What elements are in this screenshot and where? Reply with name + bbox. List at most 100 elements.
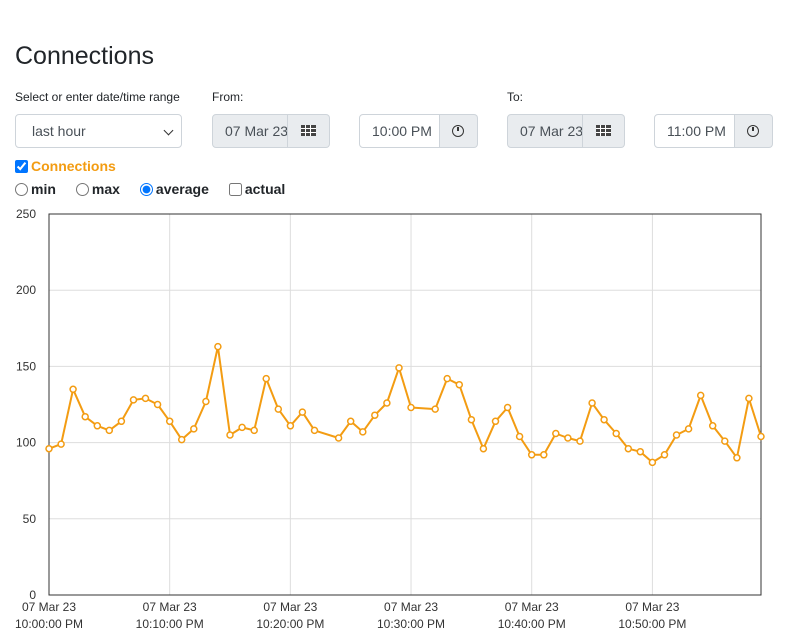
data-point <box>624 444 633 453</box>
connections-label: Connections <box>31 158 116 174</box>
from-time-group: 10:00 PM <box>359 114 478 148</box>
x-tick-label-date: 07 Mar 23 <box>22 600 76 614</box>
range-label: Select or enter date/time range <box>15 90 180 104</box>
from-date-group: 07 Mar 23 <box>212 114 330 148</box>
x-tick-label-date: 07 Mar 23 <box>505 600 559 614</box>
data-point <box>696 391 705 400</box>
data-point <box>467 415 476 424</box>
data-point <box>479 444 488 453</box>
data-point <box>407 403 415 412</box>
data-point <box>105 426 114 435</box>
y-tick-label: 100 <box>16 436 36 450</box>
data-point <box>346 417 355 426</box>
to-time-picker-button[interactable] <box>735 114 773 148</box>
to-time-input[interactable]: 11:00 PM <box>654 114 735 148</box>
to-date-input[interactable]: 07 Mar 23 <box>507 114 583 148</box>
from-time-input[interactable]: 10:00 PM <box>359 114 440 148</box>
data-point <box>334 434 343 442</box>
option-average[interactable]: average <box>139 181 209 197</box>
data-point <box>684 425 693 433</box>
from-label: From: <box>212 90 244 104</box>
x-tick-label-date: 07 Mar 23 <box>625 600 679 614</box>
data-point <box>552 429 560 438</box>
data-point <box>214 342 222 351</box>
data-point <box>383 399 391 407</box>
data-point <box>371 411 379 419</box>
data-point <box>733 454 741 462</box>
data-point <box>274 405 283 413</box>
option-actual[interactable]: actual <box>228 181 285 197</box>
x-tick-label-date: 07 Mar 23 <box>263 600 317 614</box>
x-tick-label-time: 10:10:00 PM <box>136 617 204 631</box>
data-point <box>153 400 162 409</box>
y-tick-label: 50 <box>23 512 37 526</box>
data-point <box>455 380 464 389</box>
connections-checkbox[interactable] <box>15 159 28 173</box>
from-date-picker-button[interactable] <box>288 114 330 148</box>
data-point <box>527 451 536 459</box>
data-point <box>190 425 198 433</box>
connections-chart: 0 50 100 150 200 250 07 Mar 23 10:00:00 PM 07 Ma… <box>15 207 765 631</box>
data-point <box>648 458 657 467</box>
data-point <box>57 440 65 448</box>
calendar-grid-icon <box>596 125 611 136</box>
y-tick-label: 250 <box>16 207 36 221</box>
data-point <box>636 447 645 456</box>
x-tick-label-time: 10:40:00 PM <box>498 617 566 631</box>
data-point <box>757 432 765 441</box>
to-date-group: 07 Mar 23 <box>507 114 625 148</box>
data-point <box>672 431 681 439</box>
data-point <box>600 415 608 424</box>
data-point <box>298 408 307 416</box>
data-point <box>431 405 439 413</box>
x-tick-label-date: 07 Mar 23 <box>143 600 197 614</box>
average-radio[interactable] <box>139 182 153 196</box>
max-radio[interactable] <box>75 182 89 196</box>
data-point <box>81 412 89 421</box>
from-time-picker-button[interactable] <box>440 114 478 148</box>
data-point <box>93 422 102 430</box>
chevron-down-icon <box>163 125 174 136</box>
y-tick-label: 150 <box>16 359 36 373</box>
option-min[interactable]: min <box>15 181 56 197</box>
data-point <box>395 364 403 372</box>
y-tick-label: 200 <box>16 283 36 297</box>
data-point <box>443 374 451 383</box>
x-tick-label-time: 10:50:00 PM <box>618 617 686 631</box>
option-max[interactable]: max <box>75 181 120 197</box>
range-select[interactable]: last hour <box>15 114 182 148</box>
x-tick-label-time: 10:20:00 PM <box>256 617 324 631</box>
data-point <box>588 399 596 407</box>
x-tick-label-date: 07 Mar 23 <box>384 600 438 614</box>
x-tick-label-time: 10:00:00 PM <box>15 617 83 631</box>
clock-icon <box>452 125 464 137</box>
data-point <box>660 451 669 459</box>
from-date-input[interactable]: 07 Mar 23 <box>212 114 288 148</box>
series-line <box>48 345 762 464</box>
page-title: Connections <box>15 42 154 70</box>
data-point <box>226 431 234 439</box>
data-point <box>238 423 246 432</box>
data-point <box>262 374 270 383</box>
to-date-picker-button[interactable] <box>583 114 625 148</box>
data-point <box>165 417 174 426</box>
data-point <box>129 396 138 404</box>
x-tick-label-time: 10:30:00 PM <box>377 617 445 631</box>
actual-checkbox[interactable] <box>228 182 242 196</box>
min-radio[interactable] <box>15 182 28 196</box>
data-point <box>45 444 53 453</box>
aggregation-options: min max average actual <box>15 181 305 197</box>
series-toggle: Connections <box>15 158 116 174</box>
data-point <box>708 422 717 430</box>
data-point <box>503 403 512 412</box>
data-point <box>202 397 210 406</box>
y-tick-label: 0 <box>29 588 36 602</box>
data-point <box>310 426 319 435</box>
data-point <box>515 432 524 441</box>
data-point <box>612 429 620 438</box>
data-point <box>491 417 500 426</box>
data-point <box>564 434 572 442</box>
plot-frame <box>48 213 762 596</box>
data-point <box>141 394 150 403</box>
data-point <box>540 451 548 459</box>
